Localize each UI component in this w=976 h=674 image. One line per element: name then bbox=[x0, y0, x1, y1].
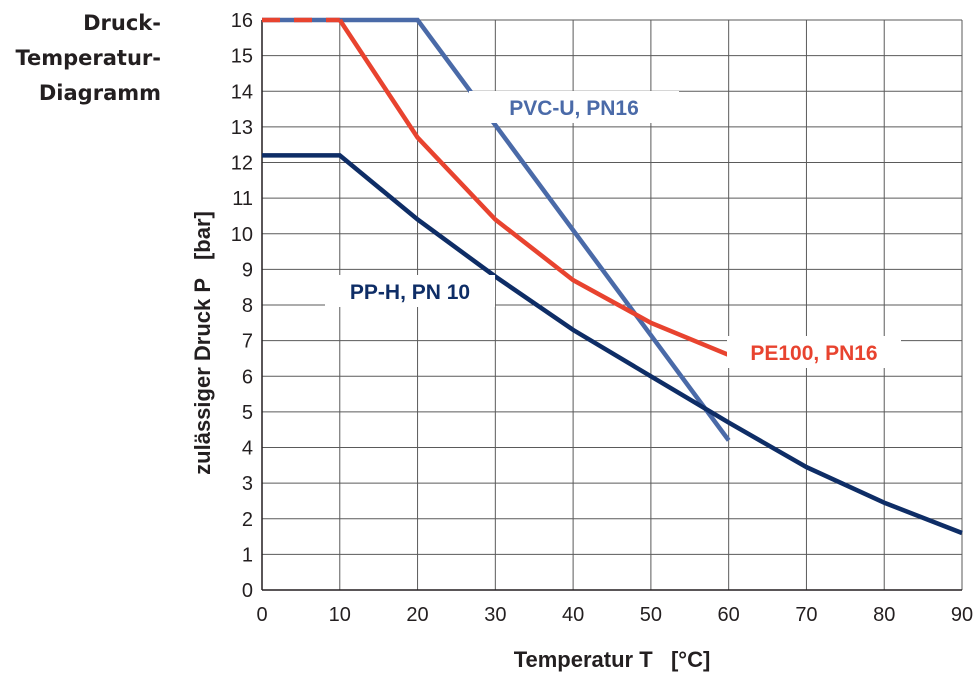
y-axis-label: zulässiger Druck P [bar] bbox=[190, 211, 215, 475]
y-tick-label-7: 7 bbox=[242, 331, 253, 353]
series-label-pp-h-pn-10: PP-H, PN 10 bbox=[350, 281, 470, 304]
chart-axes bbox=[261, 20, 962, 591]
x-tick-label-10: 10 bbox=[329, 604, 351, 626]
series-label-bg-pvc-u-pn16 bbox=[469, 91, 679, 123]
y-tick-label-4: 4 bbox=[242, 438, 253, 460]
x-tick-label-30: 30 bbox=[484, 604, 506, 626]
y-tick-label-11: 11 bbox=[232, 188, 253, 210]
y-tick-label-0: 0 bbox=[242, 580, 253, 602]
x-tick-label-60: 60 bbox=[718, 604, 740, 626]
y-tick-label-8: 8 bbox=[242, 295, 253, 317]
series-line-pp-h-pn-10 bbox=[262, 153, 963, 536]
x-tick-label-0: 0 bbox=[256, 604, 267, 626]
y-tick-label-2: 2 bbox=[242, 509, 253, 531]
x-tick-labels: 0 10 20 30 40 50 60 70 80 90 bbox=[256, 604, 973, 626]
y-tick-label-10: 10 bbox=[231, 224, 253, 246]
diagram-title-line-2: Temperatur- bbox=[15, 46, 161, 70]
y-tick-label-16: 16 bbox=[231, 10, 253, 32]
series-label-pe100-pn16: PE100, PN16 bbox=[750, 342, 877, 365]
series-label-pvc-u-pn16: PVC-U, PN16 bbox=[509, 97, 639, 120]
y-tick-label-6: 6 bbox=[242, 366, 253, 388]
diagram-title: Druck- Temperatur- Diagramm bbox=[15, 6, 161, 111]
series-line-pvc-u-pn16 bbox=[262, 17, 731, 442]
x-tick-label-90: 90 bbox=[951, 604, 973, 626]
x-tick-label-20: 20 bbox=[406, 604, 428, 626]
y-tick-label-1: 1 bbox=[242, 544, 253, 566]
diagram-title-line-3: Diagramm bbox=[38, 81, 161, 105]
x-axis-label: Temperatur T [°C] bbox=[514, 647, 711, 672]
series-lines bbox=[262, 17, 963, 536]
y-tick-label-3: 3 bbox=[242, 473, 253, 495]
y-tick-label-5: 5 bbox=[242, 402, 253, 424]
x-tick-label-80: 80 bbox=[873, 604, 895, 626]
y-tick-label-13: 13 bbox=[231, 117, 253, 139]
x-tick-label-70: 70 bbox=[795, 604, 817, 626]
x-tick-label-40: 40 bbox=[562, 604, 584, 626]
series-label-bg-pe100-pn16 bbox=[727, 336, 901, 368]
y-tick-label-12: 12 bbox=[231, 153, 253, 175]
series-labels: PVC-U, PN16 PE100, PN16 PP-H, PN 10 bbox=[325, 91, 901, 368]
series-line-pe100-pn16 bbox=[337, 18, 730, 357]
y-tick-label-9: 9 bbox=[242, 259, 253, 281]
y-tick-label-15: 15 bbox=[231, 46, 253, 68]
series-label-bg-pp-h-pn-10 bbox=[325, 275, 495, 307]
x-tick-label-50: 50 bbox=[640, 604, 662, 626]
diagram-title-line-1: Druck- bbox=[83, 11, 161, 35]
y-tick-label-14: 14 bbox=[231, 81, 253, 103]
